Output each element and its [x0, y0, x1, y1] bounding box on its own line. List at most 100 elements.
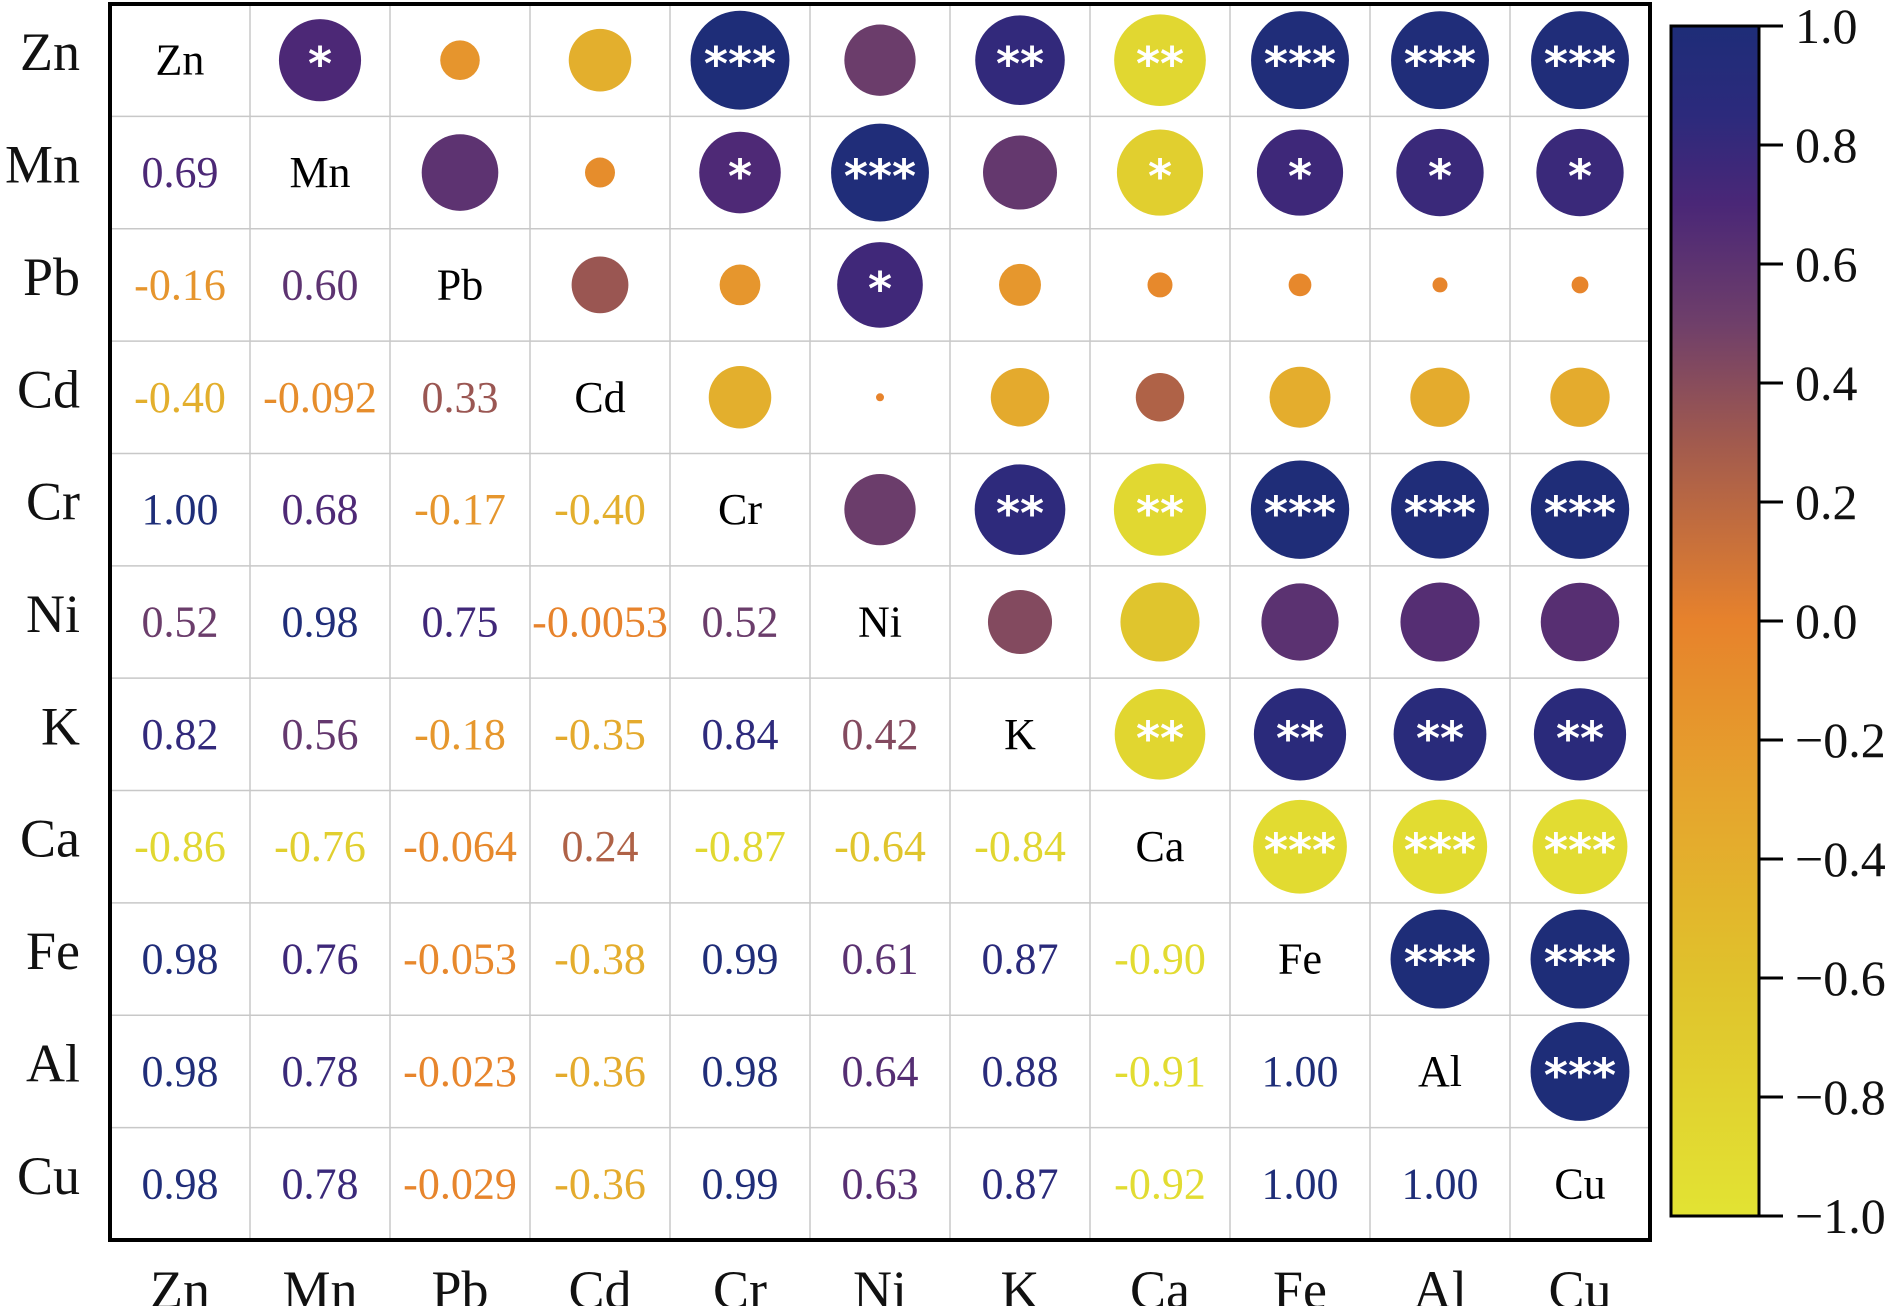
- correlation-circle: [1113, 463, 1207, 556]
- correlation-value-label: -0.91: [1114, 1047, 1206, 1096]
- correlation-value-label: -0.40: [134, 373, 226, 422]
- significance-stars: ***: [844, 150, 916, 204]
- diagonal-label: Pb: [437, 260, 483, 309]
- correlation-circle: [1530, 909, 1630, 1009]
- significance-stars: *: [1428, 150, 1452, 204]
- y-axis-tick-label: Fe: [26, 921, 80, 981]
- correlation-value-label: -0.18: [414, 710, 506, 759]
- significance-stars: *: [308, 37, 332, 91]
- correlation-value-label: 0.60: [282, 260, 359, 309]
- correlation-value-label: -0.35: [554, 710, 646, 759]
- correlation-circle: [690, 10, 790, 110]
- y-axis-tick-label: Ni: [26, 584, 80, 644]
- correlation-circle: [831, 123, 929, 222]
- correlation-circle: [699, 131, 781, 214]
- correlation-circle: [1147, 272, 1173, 298]
- significance-stars: ***: [1264, 824, 1336, 878]
- significance-stars: **: [1136, 711, 1184, 765]
- diagonal-label: Cu: [1554, 1159, 1605, 1208]
- correlation-value-label: -0.023: [403, 1047, 517, 1096]
- y-axis-tick-label: Al: [26, 1033, 80, 1093]
- y-axis-tick-label: Cr: [26, 472, 80, 532]
- correlation-value-label: 0.87: [982, 1159, 1059, 1208]
- colorbar-tick-label: 0.8: [1795, 117, 1858, 173]
- significance-stars: **: [1136, 37, 1184, 91]
- y-axis-tick-label: Ca: [20, 809, 80, 869]
- correlation-value-label: 0.98: [702, 1047, 779, 1096]
- correlation-circle: [1530, 460, 1630, 559]
- correlation-circle: [1410, 367, 1470, 427]
- correlation-circle: [719, 264, 761, 306]
- correlation-circle: [1269, 366, 1331, 428]
- colorbar-tick-label: −0.4: [1795, 831, 1886, 887]
- significance-stars: ***: [1264, 37, 1336, 91]
- diagonal-label: K: [1004, 710, 1036, 759]
- correlation-value-label: -0.90: [1114, 935, 1206, 984]
- significance-stars: ***: [1404, 824, 1476, 878]
- significance-stars: *: [728, 150, 752, 204]
- correlation-circle: [1261, 583, 1339, 661]
- correlation-circle: [987, 589, 1053, 655]
- correlation-circle: [974, 464, 1066, 555]
- x-axis-tick-label: Al: [1413, 1260, 1467, 1306]
- correlation-value-label: -0.16: [134, 260, 226, 309]
- correlation-circle: [1391, 460, 1489, 559]
- correlation-value-label: -0.17: [414, 485, 506, 534]
- x-axis-tick-label: Cr: [713, 1260, 767, 1306]
- correlation-circle: [1536, 128, 1624, 217]
- significance-stars: ***: [1544, 37, 1616, 91]
- correlation-circle: [585, 157, 615, 188]
- correlation-circle: [440, 40, 480, 80]
- colorbar-tick-label: 0.6: [1795, 236, 1858, 292]
- x-axis-tick-label: Zn: [150, 1260, 210, 1306]
- correlation-value-label: -0.84: [974, 822, 1066, 871]
- correlation-circle: [1432, 277, 1448, 293]
- correlation-circle: [844, 473, 916, 546]
- x-axis-tick-label: Fe: [1273, 1260, 1327, 1306]
- y-axis-labels: Zn Mn Pb Cd Cr Ni K Ca Fe Al Cu: [5, 22, 80, 1206]
- correlation-value-label: -0.40: [554, 485, 646, 534]
- colorbar-tick-label: 0.0: [1795, 593, 1858, 649]
- correlation-value-label: 1.00: [1402, 1159, 1479, 1208]
- correlation-value-label: 0.52: [142, 598, 219, 647]
- correlation-circle: [568, 28, 632, 92]
- colorbar-tick-label: 0.2: [1795, 474, 1858, 530]
- correlation-value-label: 0.98: [282, 598, 359, 647]
- significance-stars: **: [996, 37, 1044, 91]
- correlation-value-label: 0.75: [422, 598, 499, 647]
- correlation-value-label: 0.56: [282, 710, 359, 759]
- correlation-value-label: 1.00: [1262, 1047, 1339, 1096]
- significance-stars: *: [1148, 150, 1172, 204]
- significance-stars: **: [996, 487, 1044, 541]
- correlation-value-label: 0.61: [842, 935, 919, 984]
- correlation-circle: [1256, 129, 1344, 216]
- diagonal-label: Zn: [156, 36, 205, 85]
- diagonal-label: Mn: [289, 148, 350, 197]
- significance-stars: ***: [1404, 37, 1476, 91]
- significance-stars: ***: [1264, 487, 1336, 541]
- correlation-value-label: 0.69: [142, 148, 219, 197]
- correlation-value-label: 0.84: [702, 710, 779, 759]
- colorbar-tick-label: 1.0: [1795, 0, 1858, 54]
- correlation-circle: [1251, 11, 1349, 110]
- correlation-circle: [876, 393, 884, 402]
- significance-stars: ***: [1544, 936, 1616, 990]
- correlation-circle: [1400, 582, 1480, 662]
- correlation-value-label: 0.99: [702, 1159, 779, 1208]
- significance-stars: ***: [1404, 936, 1476, 990]
- significance-stars: ***: [1544, 824, 1616, 878]
- correlation-circle: [1250, 460, 1350, 559]
- significance-stars: ***: [704, 37, 776, 91]
- correlation-circle: [1116, 129, 1204, 216]
- significance-stars: **: [1276, 711, 1324, 765]
- correlation-value-label: -0.029: [403, 1159, 517, 1208]
- correlation-circle: [708, 366, 772, 429]
- correlation-value-label: 0.42: [842, 710, 919, 759]
- correlation-value-label: -0.38: [554, 935, 646, 984]
- y-axis-tick-label: Cd: [17, 359, 80, 419]
- correlation-circle: [1533, 688, 1627, 781]
- correlation-circle: [1390, 909, 1490, 1009]
- correlation-value-label: -0.36: [554, 1159, 646, 1208]
- x-axis-tick-label: K: [1001, 1260, 1040, 1306]
- correlation-value-label: 0.78: [282, 1047, 359, 1096]
